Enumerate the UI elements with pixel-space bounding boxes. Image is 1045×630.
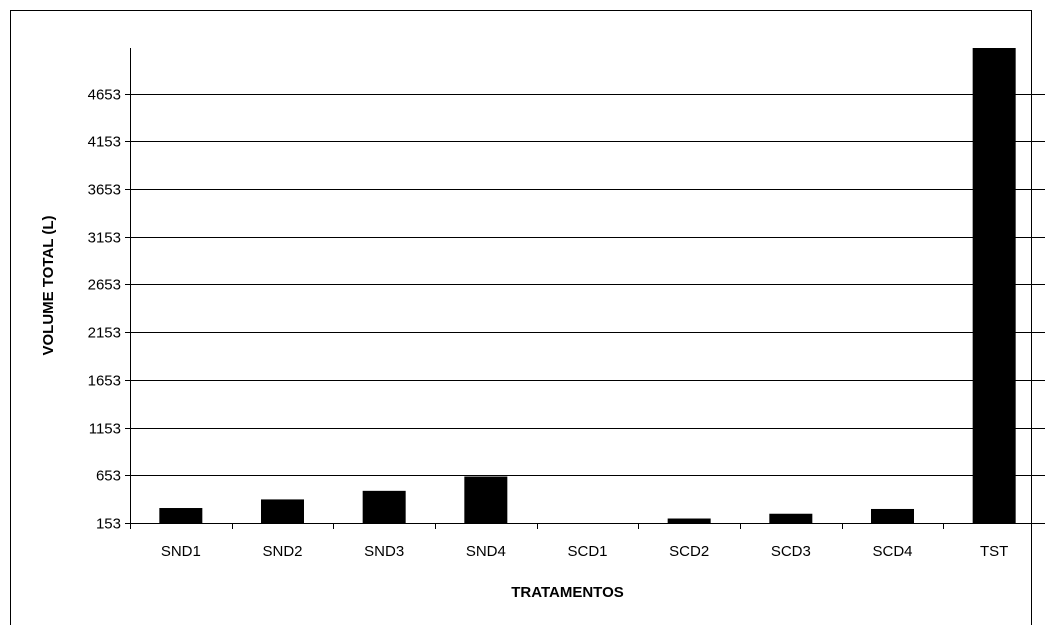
x-tick-label: SCD2 [669,543,709,560]
x-axis-title: TRATAMENTOS [511,584,624,601]
x-tick-label: TST [980,543,1008,560]
x-tick-label: SCD1 [567,543,607,560]
axes [125,48,1045,529]
bar-snd3 [362,490,406,523]
y-tick-label: 1153 [89,421,121,438]
y-tick-label: 2653 [88,277,121,294]
bar-snd2 [261,499,304,523]
x-tick-label: SND4 [466,543,506,560]
bars [159,48,1016,523]
y-tick-label: 4653 [88,87,121,104]
bar-scd4 [871,508,914,523]
gridlines [130,94,1045,476]
y-tick-label: 2153 [88,325,121,342]
bar-scd3 [769,513,813,523]
y-tick-label: 653 [96,468,121,485]
bar-tst [972,48,1016,523]
x-tick-label: SND2 [262,543,302,560]
y-axis-title: VOLUME TOTAL (L) [40,216,57,356]
y-tick-label: 153 [96,516,121,533]
tick-labels: 153 653 1153 1653 2153 2653 3153 3653 4153 4653 SN… [88,87,1009,561]
y-tick-label: 4153 [88,134,121,151]
y-tick-label: 3653 [88,182,121,199]
y-tick-label: 1653 [88,373,121,390]
bar-snd1 [159,508,203,523]
bar-snd4 [464,476,508,523]
x-tick-label: SCD4 [872,543,912,560]
bar-scd2 [667,518,711,523]
x-tick-label: SCD3 [771,543,811,560]
y-tick-label: 3153 [88,230,121,247]
x-tick-label: SND3 [364,543,404,560]
x-tick-label: SND1 [161,543,201,560]
